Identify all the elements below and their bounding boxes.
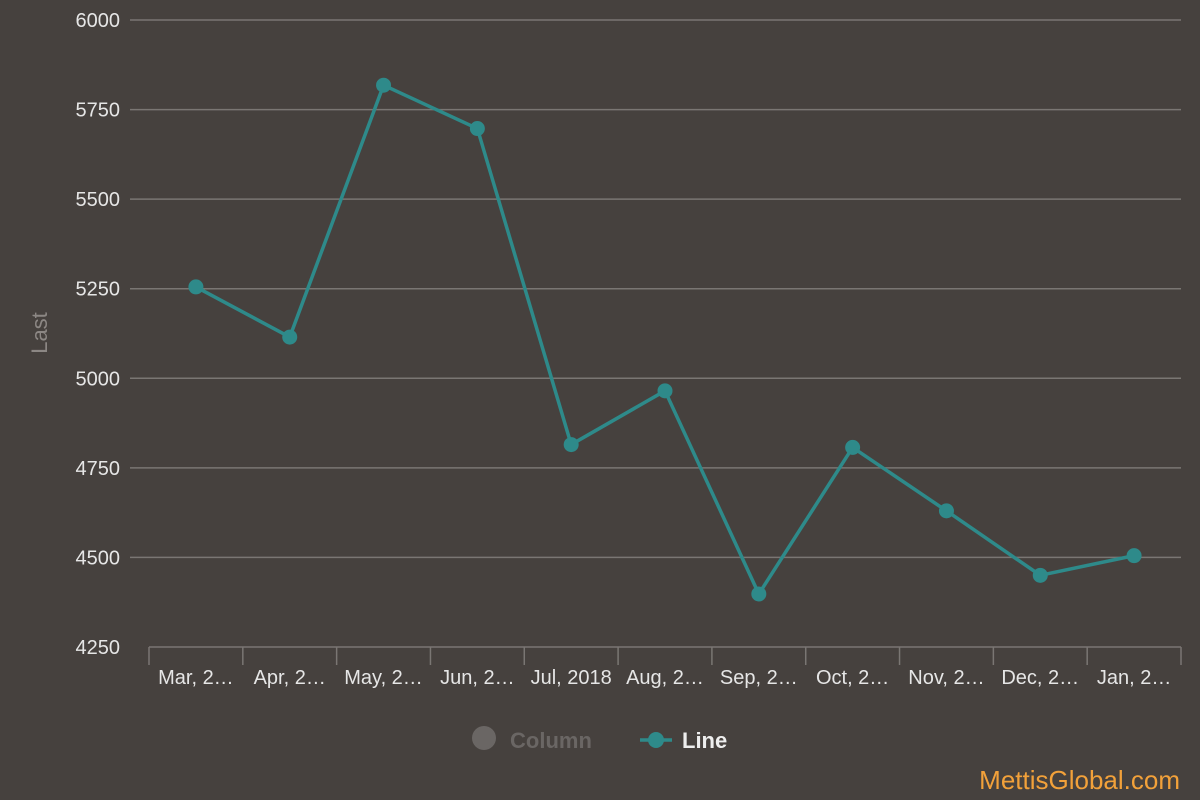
x-tick-label: Mar, 2… <box>158 667 234 689</box>
x-tick-label: Jun, 2… <box>440 667 514 689</box>
x-tick-label: Nov, 2… <box>908 667 984 689</box>
x-tick-label: Oct, 2… <box>816 667 889 689</box>
data-point[interactable] <box>282 329 298 345</box>
data-point[interactable] <box>751 586 767 602</box>
x-tick-label: Jul, 2018 <box>531 667 612 689</box>
legend-item-line[interactable]: Line <box>640 728 727 753</box>
data-point[interactable] <box>469 121 485 137</box>
data-point[interactable] <box>563 437 579 453</box>
y-tick-label: 5500 <box>76 189 121 211</box>
y-tick-label: 5250 <box>76 279 121 301</box>
y-tick-label: 4750 <box>76 458 121 480</box>
y-axis-label: Last <box>27 312 52 354</box>
y-tick-label: 5000 <box>76 368 121 390</box>
series-line[interactable] <box>188 77 1142 602</box>
data-point[interactable] <box>657 383 673 399</box>
x-tick-label: Jan, 2… <box>1097 667 1171 689</box>
data-point[interactable] <box>376 77 392 93</box>
legend-dot-marker <box>648 732 664 748</box>
y-tick-label: 4250 <box>76 637 121 659</box>
data-point[interactable] <box>1032 567 1048 583</box>
y-tick-label: 5750 <box>76 100 121 122</box>
x-tick-label: May, 2… <box>344 667 423 689</box>
legend-item-column[interactable]: Column <box>472 726 592 753</box>
legend: Column Line <box>472 726 727 753</box>
legend-label: Column <box>510 728 592 753</box>
legend-label: Line <box>682 728 727 753</box>
x-tick-label: Dec, 2… <box>1001 667 1079 689</box>
data-point[interactable] <box>1126 548 1142 564</box>
legend-dot-marker <box>472 726 496 750</box>
grid-lines <box>130 19 1181 559</box>
series-path <box>195 83 1135 596</box>
x-tick-label: Sep, 2… <box>720 667 798 689</box>
x-axis-ticks: Mar, 2… Apr, 2… May, 2… Jun, 2… Jul, 2018 Aug… <box>158 667 1171 689</box>
x-axis <box>148 646 1182 665</box>
y-tick-label: 6000 <box>76 10 121 32</box>
watermark: MettisGlobal.com <box>979 765 1180 795</box>
y-tick-label: 4500 <box>76 547 121 569</box>
data-point[interactable] <box>845 439 861 455</box>
data-point[interactable] <box>938 503 954 519</box>
data-point[interactable] <box>188 279 204 295</box>
x-tick-label: Aug, 2… <box>626 667 704 689</box>
y-axis-ticks: 4250 4500 4750 5000 5250 5500 5750 6000 <box>76 10 121 659</box>
x-tick-label: Apr, 2… <box>254 667 326 689</box>
